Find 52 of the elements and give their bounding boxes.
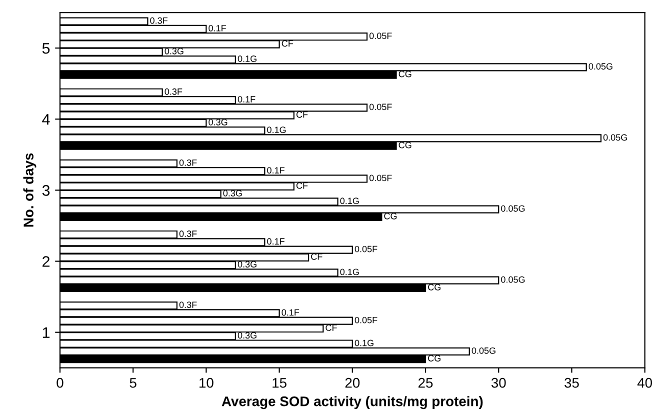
text: CG xyxy=(398,142,412,148)
text: CF xyxy=(296,111,308,118)
text: 0.1G xyxy=(340,198,359,204)
text: 0.1F xyxy=(282,309,300,316)
text: CF xyxy=(326,324,337,331)
text: 0.05G xyxy=(501,205,525,212)
y-tick-label: 2 xyxy=(42,256,50,267)
y-tick-label: 1 xyxy=(42,327,50,338)
text: 0.05G xyxy=(501,276,525,283)
text: CG xyxy=(384,212,397,220)
x-tick-label: 20 xyxy=(345,378,360,388)
text: 0.1F xyxy=(267,238,284,245)
text: 0.3F xyxy=(179,230,197,237)
x-tick-label: 5 xyxy=(130,378,136,388)
x-tick-label: 15 xyxy=(272,378,286,388)
x-tick-label: 10 xyxy=(200,378,214,388)
y-axis-title: No. of days xyxy=(23,153,36,227)
text: 0.1G xyxy=(340,268,359,276)
text: 0.05G xyxy=(603,134,627,141)
text: CF xyxy=(311,253,322,260)
text: 0.1F xyxy=(238,96,256,102)
text: 0.1F xyxy=(267,167,284,174)
x-tick-label: 35 xyxy=(564,378,579,388)
text: CG xyxy=(428,284,440,290)
text: 0.3F xyxy=(150,17,168,24)
text: 0.3F xyxy=(179,302,197,308)
series-label: 0.05G xyxy=(588,63,612,70)
text: 0.3G xyxy=(164,48,184,54)
text: 0.05F xyxy=(369,174,392,182)
x-tick-label: 30 xyxy=(491,378,506,388)
y-tick-label: 3 xyxy=(42,185,50,196)
y-tick-label: 4 xyxy=(42,114,50,125)
text: CF xyxy=(296,182,308,189)
series-label: 0.1G xyxy=(267,126,286,134)
series-label: CF xyxy=(282,40,294,47)
series-label: 0.3G xyxy=(208,118,228,126)
text: 0.05G xyxy=(472,347,496,354)
text: 0.1G xyxy=(354,340,374,346)
x-axis-title: Average SOD activity (units/mg protein) xyxy=(222,396,483,410)
series-label: CG xyxy=(398,70,412,78)
text: 0.3F xyxy=(164,88,182,95)
text: 0.05F xyxy=(369,104,392,110)
x-tick-label: 40 xyxy=(637,378,652,388)
series-label: 0.05F xyxy=(354,246,378,252)
x-tick-label: 25 xyxy=(418,378,433,388)
text: 0.05F xyxy=(369,32,392,40)
y-tick-label: 5 xyxy=(42,43,50,54)
series-label: 0.1F xyxy=(208,25,226,32)
text: 0.05F xyxy=(354,316,378,324)
x-tick-label: 0 xyxy=(56,378,64,388)
series-label: 0.3F xyxy=(179,159,197,166)
text: 0.1G xyxy=(238,56,256,62)
